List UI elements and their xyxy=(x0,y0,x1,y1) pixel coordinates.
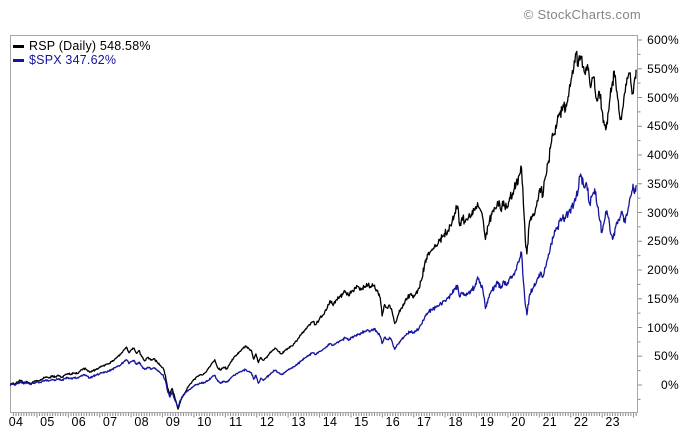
x-axis-label: 16 xyxy=(385,415,401,429)
rsp-legend-label: RSP (Daily) 548.58% xyxy=(29,39,151,53)
x-axis-label: 05 xyxy=(40,415,55,429)
y-axis-label: 150% xyxy=(647,291,679,306)
y-axis-label: 200% xyxy=(647,263,679,277)
spx-legend-label: $SPX 347.62% xyxy=(29,53,117,67)
y-axis-label: 350% xyxy=(647,176,679,191)
x-axis-label: 13 xyxy=(291,415,306,429)
y-axis-label: 550% xyxy=(647,61,679,76)
spx-series-line xyxy=(10,173,637,408)
x-axis-label: 08 xyxy=(134,415,149,429)
y-axis: 600% 550% 500% 450% 400% 350% 300% 250% 200% 150%… xyxy=(641,0,682,433)
x-axis-label: 04 xyxy=(8,415,24,429)
y-axis-label: 450% xyxy=(647,119,679,134)
rsp-series-line xyxy=(10,50,637,410)
legend-item-spx: $SPX 347.62% xyxy=(13,53,151,67)
x-axis-label: 06 xyxy=(71,415,87,429)
plot-border xyxy=(10,35,638,413)
x-axis-label: 12 xyxy=(259,415,275,429)
y-axis-label: 0% xyxy=(661,378,679,392)
x-axis-label: 22 xyxy=(573,415,589,429)
x-axis-label: 10 xyxy=(197,415,212,429)
x-axis-label: 19 xyxy=(479,415,495,429)
x-axis-label: 09 xyxy=(165,415,181,429)
x-axis-label: 17 xyxy=(416,415,432,429)
legend-item-rsp: RSP (Daily) 548.58% xyxy=(13,39,151,53)
x-axis-label: 14 xyxy=(322,415,338,429)
y-axis-label: 300% xyxy=(647,205,679,220)
spx-line-swatch-icon xyxy=(13,58,24,62)
x-axis-label: 20 xyxy=(511,415,526,429)
rsp-line-swatch-icon xyxy=(13,44,24,48)
x-axis-label: 07 xyxy=(102,415,118,429)
y-axis-label: 400% xyxy=(647,148,679,162)
y-axis-label: 600% xyxy=(647,33,679,47)
y-axis-label: 250% xyxy=(647,234,679,249)
y-axis-label: 100% xyxy=(647,320,679,335)
y-axis-label: 50% xyxy=(654,349,679,364)
x-axis-label: 21 xyxy=(542,415,558,429)
x-axis-label: 11 xyxy=(229,415,243,429)
x-axis-label: 15 xyxy=(354,415,369,429)
chart-legend: RSP (Daily) 548.58% $SPX 347.62% xyxy=(13,39,151,67)
y-axis-label: 500% xyxy=(647,90,679,105)
x-axis-label: 23 xyxy=(605,415,620,429)
stockcharts-watermark: © StockCharts.com xyxy=(523,7,641,22)
x-axis-label: 18 xyxy=(448,415,463,429)
